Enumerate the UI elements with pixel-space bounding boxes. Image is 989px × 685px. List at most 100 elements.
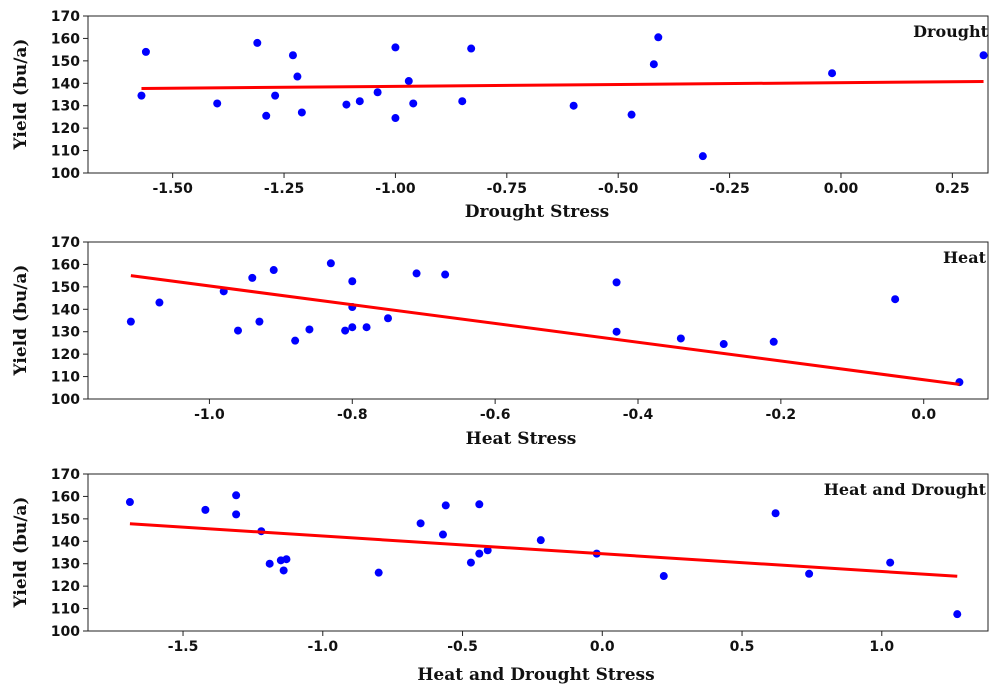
- x-tick-label: -1.00: [375, 181, 416, 197]
- fit-line: [129, 522, 958, 578]
- x-axis-label: Heat and Drought Stress: [417, 665, 654, 685]
- y-tick-label: 110: [51, 602, 80, 618]
- data-point: [262, 111, 271, 120]
- data-point: [475, 500, 484, 509]
- data-point: [291, 336, 300, 345]
- data-point: [805, 569, 814, 578]
- data-point: [201, 505, 210, 514]
- data-point: [438, 530, 447, 539]
- x-tick-label: -0.25: [709, 181, 749, 197]
- data-point: [279, 566, 288, 575]
- x-tick-label: -0.75: [487, 181, 527, 197]
- data-point: [404, 77, 413, 86]
- data-point: [248, 273, 257, 282]
- data-point: [282, 555, 291, 564]
- data-point: [141, 47, 150, 56]
- y-tick-label: 140: [51, 76, 80, 92]
- y-tick-label: 110: [51, 144, 80, 160]
- y-tick-label: 150: [51, 512, 80, 528]
- x-tick-label: -1.25: [264, 181, 304, 197]
- data-point: [416, 519, 425, 528]
- data-point: [126, 317, 135, 326]
- x-tick-label: 0.5: [730, 639, 755, 655]
- x-tick-label: -1.0: [194, 407, 225, 423]
- y-ticks: 100 110 120 130 140 150 160 170: [51, 467, 88, 640]
- data-point: [649, 60, 658, 69]
- fit-layer: [129, 522, 958, 578]
- data-point: [441, 270, 450, 279]
- panel-label: Heat and Drought: [824, 480, 987, 499]
- y-axis-label: Yield (bu/a): [11, 39, 31, 151]
- data-point: [891, 295, 900, 304]
- x-tick-label: -0.6: [480, 407, 511, 423]
- y-tick-label: 160: [51, 31, 80, 47]
- y-tick-label: 130: [51, 325, 80, 341]
- x-tick-label: 1.0: [869, 639, 894, 655]
- data-point: [234, 326, 242, 335]
- data-point: [627, 110, 636, 119]
- data-point: [348, 323, 357, 332]
- x-tick-label: -1.0: [307, 639, 338, 655]
- data-point: [305, 325, 314, 334]
- data-point: [374, 568, 383, 577]
- y-tick-label: 100: [51, 392, 80, 408]
- y-tick-label: 100: [51, 624, 80, 640]
- data-point: [342, 100, 351, 109]
- data-point: [213, 99, 222, 108]
- data-point: [536, 536, 545, 545]
- y-tick-label: 130: [51, 557, 80, 573]
- fit-line: [141, 79, 984, 90]
- y-tick-label: 150: [51, 280, 80, 296]
- panel-drought: 100 110 120 130 140 150 160 170 -1.50 -1.25 -1.00…: [11, 9, 989, 222]
- data-point: [391, 114, 400, 123]
- data-point: [828, 69, 837, 78]
- data-point: [265, 559, 274, 568]
- data-point: [659, 572, 668, 581]
- x-tick-label: -1.5: [168, 639, 199, 655]
- data-point: [475, 549, 484, 558]
- y-tick-label: 120: [51, 579, 80, 595]
- data-point: [232, 510, 241, 519]
- x-tick-label: -1.50: [152, 181, 193, 197]
- data-point: [771, 509, 780, 518]
- data-point: [698, 152, 707, 161]
- y-tick-label: 140: [51, 534, 80, 550]
- x-tick-label: -0.50: [598, 181, 639, 197]
- panel-heat: 100 110 120 130 140 150 160 170 -1.0 -0.8 -0.6 -0.…: [11, 235, 989, 449]
- data-point: [253, 38, 262, 47]
- x-axis-label: Heat Stress: [466, 429, 577, 449]
- data-point: [769, 337, 778, 346]
- data-point: [569, 101, 578, 110]
- panel-label: Heat: [943, 248, 987, 267]
- data-point: [412, 269, 421, 278]
- data-point: [232, 491, 241, 500]
- data-point: [654, 33, 663, 42]
- y-tick-label: 130: [51, 99, 80, 115]
- data-point: [391, 43, 400, 52]
- y-tick-label: 120: [51, 347, 80, 363]
- data-point: [326, 259, 335, 268]
- x-tick-label: 0.25: [935, 181, 970, 197]
- y-tick-label: 170: [51, 467, 80, 483]
- y-ticks: 100 110 120 130 140 150 160 170: [51, 235, 88, 408]
- points-layer: [137, 33, 988, 161]
- data-point: [612, 278, 621, 287]
- y-axis-label: Yield (bu/a): [11, 265, 31, 377]
- data-point: [269, 266, 278, 275]
- y-tick-label: 170: [51, 9, 80, 25]
- data-point: [979, 51, 988, 60]
- data-point: [466, 558, 475, 567]
- data-point: [953, 610, 962, 619]
- y-ticks: 100 110 120 130 140 150 160 170: [51, 9, 88, 182]
- points-layer: [126, 259, 964, 387]
- x-tick-label: -0.5: [447, 639, 478, 655]
- y-tick-label: 110: [51, 370, 80, 386]
- panel-label: Drought: [913, 22, 988, 41]
- fit-layer: [130, 274, 960, 386]
- x-axis-label: Drought Stress: [465, 202, 609, 222]
- data-point: [886, 558, 895, 567]
- y-tick-label: 100: [51, 166, 80, 182]
- data-point: [409, 99, 418, 108]
- data-point: [612, 327, 621, 336]
